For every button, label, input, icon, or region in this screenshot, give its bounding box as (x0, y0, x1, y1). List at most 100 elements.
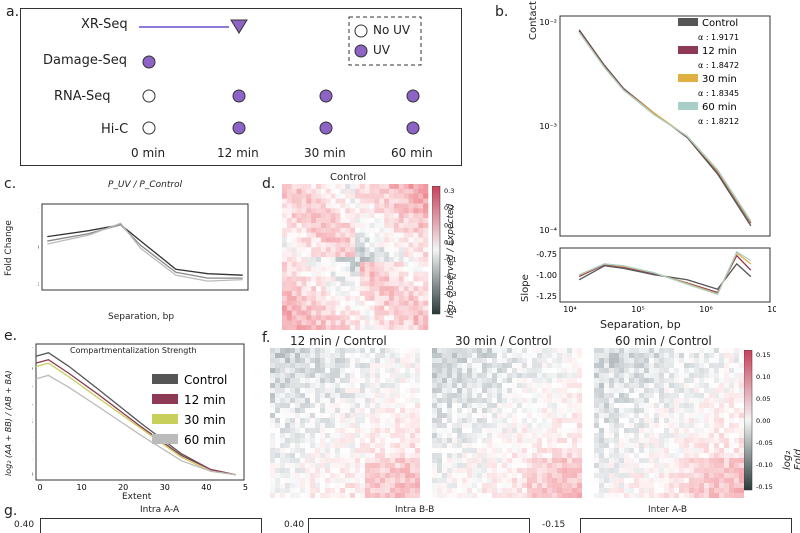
panel-label-b: b. (495, 4, 509, 20)
y-tick-label: 0.1 (32, 452, 33, 461)
hic-60min-marker (406, 121, 420, 135)
g-title-ab: Inter A-B (648, 505, 688, 515)
x-tick-label: 10⁷ (767, 305, 776, 314)
e-legend-label-2: 30 min (184, 413, 226, 427)
colorbar-gradient (743, 349, 753, 491)
b-ylabel: Contact Frequency (528, 0, 539, 40)
foldchange-heatmap-60 (594, 348, 745, 502)
e-legend-swatch-2 (152, 414, 178, 424)
experiment-design-panel: XR-Seq Damage-Seq RNA-Seq Hi-C No UV UV … (20, 8, 462, 166)
series-line-2 (47, 222, 243, 282)
x-tick-label: 30 (160, 483, 170, 492)
series-line-0 (578, 29, 752, 227)
x-tick-label: 20 (118, 483, 128, 492)
row-label-hic: Hi-C (101, 122, 129, 137)
f-title-12: 12 min / Control (290, 334, 387, 348)
colorbar-tick: -0.2 (444, 273, 457, 281)
control-heatmap (282, 184, 432, 334)
b-xlabel: Separation, bp (600, 318, 681, 331)
row-label-xrseq: XR-Seq (81, 17, 128, 32)
compartment-strength-chart: 0.7 0.6 0.5 0.4 0.3 0.2 0.1 0.0 0 10 20 30 40 50 Contr… (20, 342, 253, 494)
foldchange-heatmap-30 (432, 348, 583, 502)
panel-label-a: a. (6, 4, 20, 20)
e-title: Compartmentalization Strength (70, 346, 197, 355)
g-tick-bb: 0.40 (284, 520, 305, 530)
series-line-0 (578, 262, 752, 291)
colorbar-tick: -0.4 (444, 307, 457, 315)
xrseq-arrow-icon (230, 19, 248, 34)
y-tick-label: 0.6 (32, 364, 33, 373)
d-title: Control (330, 172, 367, 183)
series-line-0 (47, 224, 243, 276)
legend-swatch-1 (678, 46, 698, 54)
time-label-0: 0 min (131, 146, 166, 160)
row-label-rnaseq: RNA-Seq (54, 89, 111, 104)
y-tick-label: -1.00 (536, 271, 557, 280)
hic-0min-nouv-marker (142, 121, 156, 135)
alpha-label-0: α : 1.9171 (698, 33, 739, 42)
y-tick-label: 10⁻² (539, 18, 557, 27)
rnaseq-30min-marker (319, 89, 333, 103)
rnaseq-12min-marker (232, 89, 246, 103)
alpha-label-2: α : 1.8345 (698, 89, 739, 98)
y-tick-label: -0.75 (536, 250, 557, 259)
slope-svg: -0.75 -1.00 -1.25 10⁴ 10⁵ 10⁶ 10⁷ (536, 247, 781, 314)
legend-swatch-3 (678, 102, 698, 110)
x-tick-label: 10⁴ (563, 305, 576, 314)
e-legend-swatch-3 (152, 434, 178, 444)
x-tick-label: 10 (77, 483, 87, 492)
c-xlabel: Separation, bp (108, 312, 175, 322)
f-colorbar-svg: 0.15 0.10 0.05 0.00 -0.05 -0.10 -0.15 (743, 349, 773, 491)
f-cbar-label: log₂ Fold Change (782, 449, 800, 470)
y-tick-label: -1.25 (536, 292, 557, 301)
series-line-1 (47, 224, 243, 279)
fold-change-svg: 1.2 1.0 0.8 (26, 196, 249, 291)
colorbar-tick: -0.15 (756, 483, 773, 491)
panel-label-d: d. (262, 176, 276, 192)
legend-nouv-label: No UV (373, 23, 411, 37)
e-ylabel: log₂ (AA + BB) / (AB + BA) (4, 370, 13, 476)
colorbar-tick: 0.10 (756, 373, 770, 381)
control-heatmap-svg (282, 184, 429, 331)
legend-swatch-2 (678, 74, 698, 82)
uv-legend-box (348, 16, 422, 66)
series-line-1 (578, 30, 752, 224)
design-markers (139, 16, 422, 135)
foldchange-heatmap-12 (270, 348, 421, 502)
fold-change-chart: 1.2 1.0 0.8 (26, 196, 250, 298)
series-line-1 (578, 254, 752, 294)
legend-label-1: 12 min (702, 46, 737, 57)
y-tick-label: 1.2 (38, 206, 39, 215)
colorbar-gradient (431, 185, 441, 315)
colorbar-tick: 0.3 (444, 187, 454, 195)
e-legend-swatch-1 (152, 394, 178, 404)
legend-uv-marker (354, 44, 368, 58)
x-tick-label: 10⁵ (631, 305, 644, 314)
damageseq-0min-uv-marker (142, 55, 156, 69)
g-tick-aa: 0.40 (14, 520, 35, 530)
y-tick-label: 0.2 (32, 435, 33, 444)
panel-label-f: f. (262, 330, 271, 346)
legend-label-0: Control (702, 18, 738, 29)
y-tick-label: 0.7 (32, 346, 33, 355)
compartment-strength-svg: 0.7 0.6 0.5 0.4 0.3 0.2 0.1 0.0 0 10 20 30 40 50 Contr… (20, 343, 253, 492)
alpha-label-3: α : 1.8212 (698, 117, 739, 126)
alpha-label-1: α : 1.8472 (698, 61, 739, 70)
colorbar-tick: -0.3 (444, 290, 457, 298)
y-tick-label: 10⁻³ (539, 122, 557, 131)
colorbar-tick: 0.0 (444, 238, 454, 246)
colorbar-tick: 0.15 (756, 351, 770, 359)
hic-12min-marker (232, 121, 246, 135)
colorbar-tick: 0.00 (756, 417, 770, 425)
g-axes-aa (40, 518, 262, 533)
colorbar-tick: -0.1 (444, 256, 457, 264)
plot-frame (559, 247, 771, 303)
e-legend-label-3: 60 min (184, 433, 226, 447)
colorbar-tick: -0.10 (756, 461, 773, 469)
slope-chart: -0.75 -1.00 -1.25 10⁴ 10⁵ 10⁶ 10⁷ (520, 246, 781, 316)
d-colorbar-svg: 0.3 0.2 0.1 0.0 -0.1 -0.2 -0.3 -0.4 (431, 185, 457, 315)
colorbar-tick: 0.2 (444, 204, 454, 212)
rnaseq-0min-nouv-marker (142, 89, 156, 103)
time-label-30: 30 min (304, 146, 346, 160)
x-tick-label: 0 (37, 483, 42, 492)
